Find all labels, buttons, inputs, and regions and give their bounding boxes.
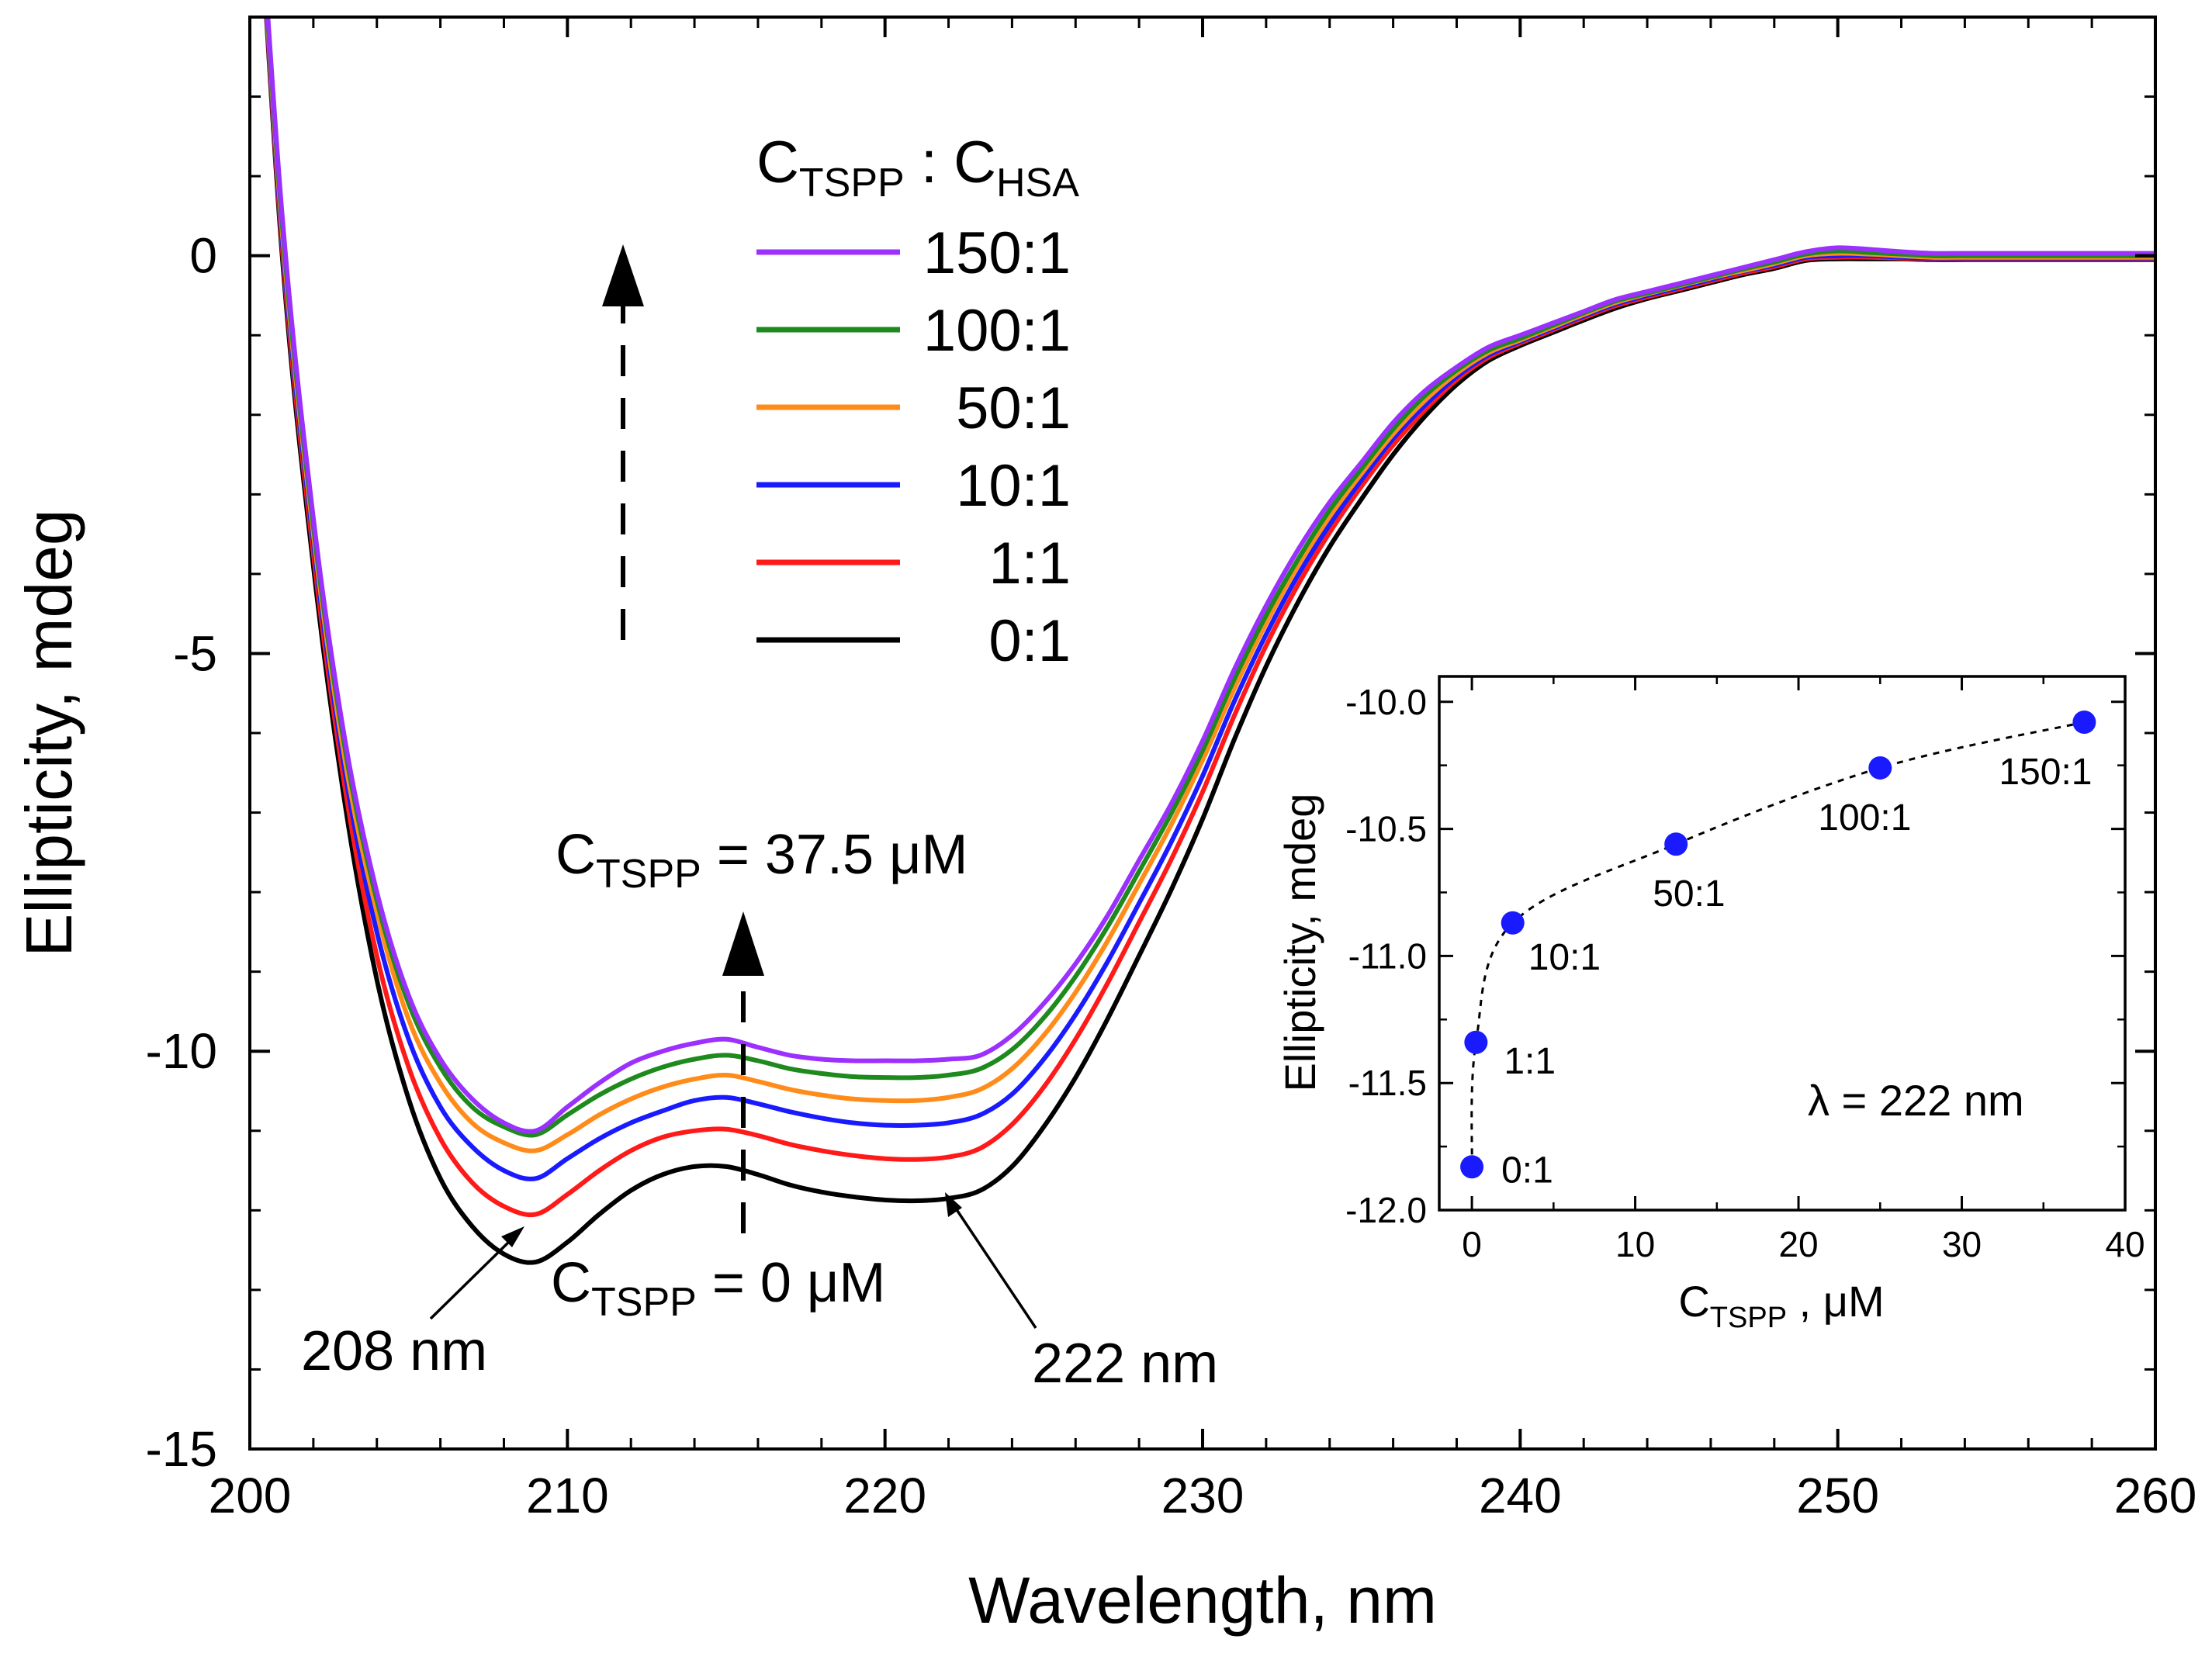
inset-y-tick-label: -12.0 [1345, 1190, 1427, 1230]
inset-x-tick-label: 20 [1778, 1224, 1818, 1264]
y-tick-label: -15 [146, 1421, 218, 1477]
x-tick-label: 250 [1796, 1468, 1879, 1523]
inset-point-150-1 [2072, 710, 2096, 734]
increase-arrow-head [602, 244, 644, 306]
inset-y-ticks: -10.0 -10.5 -11.0 -11.5 -12.0 [1345, 682, 2125, 1230]
inset-point-label: 50:1 [1653, 873, 1725, 915]
inset-y-axis-label: Ellipticity, mdeg [1276, 794, 1324, 1092]
main-annotations: CTSPP = 37.5 μM CTSPP = 0 μM 208 nm 222 … [301, 244, 1218, 1395]
inset-point-label: 10:1 [1528, 937, 1601, 978]
c-tspp-low-label: CTSPP = 0 μM [551, 1252, 885, 1325]
inset-x-label-unit: , μM [1787, 1277, 1885, 1326]
inset-x-tick-label: 0 [1462, 1224, 1482, 1264]
arrow-222-head [945, 1192, 962, 1217]
inset-y-tick-label: -11.5 [1348, 1063, 1427, 1103]
main-y-axis-label: Ellipticity, mdeg [12, 509, 85, 956]
y-tick-label: -5 [173, 625, 217, 681]
inset-x-axis-label: CTSPP , μM [1678, 1277, 1884, 1334]
inset-plot-background [1439, 676, 2125, 1210]
legend-label-100-1: 100:1 [923, 298, 1071, 364]
x-tick-label: 260 [2114, 1468, 2197, 1523]
x-tick-label: 240 [1479, 1468, 1562, 1523]
center-arrow-head [722, 911, 764, 976]
inset-points: 0:1 1:1 10:1 50:1 100:1 150:1 [1460, 710, 2096, 1191]
legend-label-10-1: 10:1 [956, 453, 1071, 519]
arrow-222-shaft [953, 1205, 1037, 1329]
c-tspp-low-sub: TSPP [591, 1280, 697, 1325]
inset-wavelength-annotation: λ = 222 nm [1808, 1076, 2024, 1125]
legend-title: CTSPP : CHSA [756, 130, 1079, 206]
label-222nm: 222 nm [1032, 1333, 1218, 1395]
legend-title-sub1: TSPP [799, 161, 905, 206]
inset-point-10-1 [1501, 911, 1525, 935]
inset-point-100-1 [1868, 756, 1892, 780]
main-series-group [264, 17, 2155, 1265]
inset-x-tick-label: 30 [1942, 1224, 1982, 1264]
inset-y-tick-label: -10.5 [1345, 809, 1427, 849]
legend-label-1-1: 1:1 [988, 531, 1071, 597]
inset-point-0-1 [1460, 1155, 1484, 1179]
legend-title-sep: : C [905, 130, 996, 195]
legend-title-sub2: HSA [996, 161, 1079, 206]
x-tick-label: 210 [526, 1468, 609, 1523]
y-tick-label: 0 [189, 228, 217, 284]
y-tick-label: -10 [146, 1023, 218, 1079]
c-tspp-high-label: CTSPP = 37.5 μM [556, 824, 968, 897]
inset-x-label-c: C [1678, 1277, 1709, 1326]
inset-y-tick-label: -11.0 [1348, 935, 1427, 976]
c-tspp-high-value: = 37.5 μM [701, 824, 968, 886]
main-x-axis-label: Wavelength, nm [968, 1564, 1437, 1637]
inset-point-label: 1:1 [1504, 1041, 1556, 1082]
arrow-208-head [501, 1226, 524, 1247]
inset-plot: 0 10 20 30 40 -10.0 -10.5 -11.0 -11.5 -12.0 0:1 1… [1276, 675, 2145, 1334]
x-tick-label: 220 [843, 1468, 926, 1523]
c-tspp-low-value: = 0 μM [697, 1252, 886, 1314]
main-x-ticks: 200 210 220 230 240 250 260 [209, 17, 2197, 1523]
inset-point-1-1 [1464, 1030, 1488, 1054]
inset-x-tick-label: 10 [1615, 1224, 1655, 1264]
legend: CTSPP : CHSA 150:1 100:1 50:1 10:1 1:1 0:1 [756, 130, 1079, 674]
main-plot: 200 210 220 230 240 250 260 0-5-10-15 Waveleng… [12, 16, 2197, 1637]
legend-label-150-1: 150:1 [923, 220, 1071, 286]
inset-x-tick-label: 40 [2105, 1224, 2144, 1264]
c-tspp-high-c: C [556, 824, 596, 886]
inset-plot-frame [1438, 675, 2127, 1212]
series-line-150-1 [265, 17, 2155, 1134]
inset-point-label: 100:1 [1818, 797, 1911, 839]
inset-point-label: 150:1 [1999, 752, 2092, 793]
inset-y-tick-label: -10.0 [1345, 682, 1427, 722]
inset-point-50-1 [1664, 832, 1688, 856]
legend-label-0-1: 0:1 [988, 608, 1071, 674]
arrow-208-shaft [429, 1237, 514, 1320]
c-tspp-low-c: C [551, 1252, 591, 1314]
inset-x-label-sub: TSPP [1710, 1302, 1787, 1334]
legend-entries: 150:1 100:1 50:1 10:1 1:1 0:1 [756, 220, 1071, 674]
c-tspp-high-sub: TSPP [596, 852, 701, 897]
x-tick-label: 230 [1161, 1468, 1244, 1523]
legend-label-50-1: 50:1 [956, 375, 1071, 441]
x-tick-label: 200 [209, 1468, 292, 1523]
inset-point-label: 0:1 [1501, 1150, 1553, 1191]
inset-x-ticks: 0 10 20 30 40 [1462, 676, 2145, 1264]
legend-title-c1: C [756, 130, 799, 195]
label-208nm: 208 nm [301, 1320, 487, 1382]
main-y-ticks: 0 -5 -10 -15 [146, 95, 2155, 1477]
